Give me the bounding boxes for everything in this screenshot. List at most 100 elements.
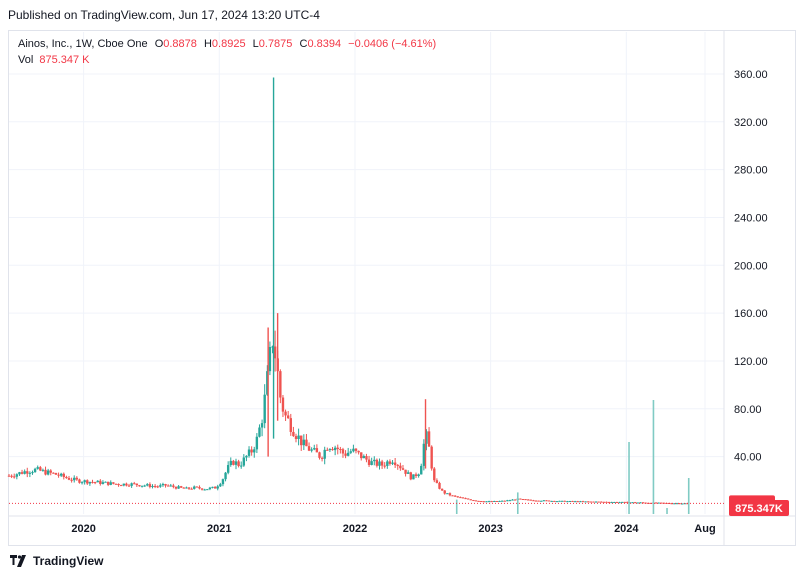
x-tick-label: Aug: [694, 523, 715, 535]
candle-body: [500, 500, 504, 502]
candle-body: [65, 476, 68, 479]
candle-body: [143, 485, 146, 487]
candle-body: [148, 484, 152, 488]
candle-body: [240, 465, 243, 467]
candle-body: [31, 472, 34, 474]
candle-body: [495, 500, 499, 502]
candle-body: [133, 483, 136, 485]
candle-body: [513, 499, 517, 501]
candle-body: [589, 501, 593, 503]
candle-body: [600, 501, 603, 503]
candle-body: [472, 500, 475, 502]
legend-close-key: C: [299, 38, 308, 50]
candle-body: [357, 450, 360, 453]
candle-body: [675, 503, 679, 505]
candle-body: [391, 462, 394, 464]
legend-ohlc-row: Ainos, Inc., 1W, Cboe One O0.8878 H0.892…: [18, 36, 436, 52]
candle-body: [547, 500, 551, 502]
y-tick-label: 40.00: [734, 452, 762, 464]
candle-body: [164, 484, 167, 486]
candle-body: [36, 467, 39, 469]
legend-open-key: O: [154, 38, 164, 50]
candle-body: [54, 473, 58, 475]
candle-body: [412, 474, 415, 480]
candle-body: [406, 472, 410, 474]
candle-body: [46, 470, 50, 475]
candle-body: [524, 499, 527, 501]
candle-body: [195, 486, 199, 488]
candle-body: [172, 485, 175, 487]
candle-body: [354, 448, 358, 451]
legend-low: 0.7875: [258, 38, 293, 50]
candle-body: [268, 346, 272, 372]
candle-body: [153, 485, 157, 487]
y-tick-label: 200.00: [734, 260, 768, 272]
candle-body: [292, 431, 295, 437]
candle-body: [639, 502, 642, 504]
candle-body: [367, 459, 371, 465]
candle-body: [613, 501, 616, 503]
legend-high: 0.8925: [211, 38, 246, 50]
candle-body: [250, 449, 253, 453]
candle-body: [446, 493, 449, 495]
candle-body: [553, 500, 556, 502]
candle-body: [555, 501, 559, 503]
candle-body: [52, 472, 55, 474]
candle-body: [33, 468, 37, 473]
y-tick-label: 80.00: [734, 404, 762, 416]
candle-body: [440, 488, 444, 491]
candle-body: [459, 497, 462, 499]
candle-body: [540, 500, 543, 502]
candle-body: [430, 446, 433, 469]
candle-body: [438, 482, 441, 489]
candle-body: [7, 475, 11, 477]
candle-body: [75, 477, 79, 480]
candle-body: [255, 436, 259, 450]
candle-body: [420, 465, 423, 475]
candle-body: [529, 499, 533, 501]
candle-body: [519, 498, 522, 500]
candle-body: [211, 486, 214, 488]
chart-frame[interactable]: [8, 30, 796, 546]
candle-body: [310, 449, 313, 451]
candle-body: [482, 501, 486, 503]
candle-body: [187, 487, 191, 489]
candle-body: [474, 500, 478, 502]
footer[interactable]: TradingView: [10, 552, 103, 570]
candle-body: [534, 500, 538, 502]
candle-body: [177, 486, 180, 489]
candle-body: [219, 484, 222, 487]
candle-body: [180, 486, 183, 488]
candle-body: [673, 503, 676, 505]
candle-body: [216, 486, 219, 489]
candle-body: [422, 443, 426, 466]
candle-body: [409, 472, 413, 480]
candle-body: [469, 499, 473, 501]
y-tick-label: 160.00: [734, 308, 768, 320]
candle-body: [568, 500, 572, 502]
candle-body: [49, 470, 52, 473]
candle-body: [138, 485, 141, 487]
candle-body: [451, 495, 454, 497]
candle-body: [101, 482, 105, 484]
top-bar: Published on TradingView.com, Jun 17, 20…: [0, 0, 804, 30]
candle-body: [117, 484, 120, 486]
legend-volume-row: Vol 875.347 K: [18, 52, 436, 68]
candle-body: [542, 500, 546, 502]
candle-body: [86, 480, 89, 484]
candle-body: [587, 501, 590, 503]
candle-body: [146, 484, 149, 486]
candle-body: [271, 346, 274, 348]
candle-body: [417, 474, 420, 477]
candle-body: [477, 500, 480, 502]
candle-body: [15, 474, 19, 477]
candle-body: [44, 469, 47, 475]
volume-bar: [666, 508, 668, 514]
candle-body: [112, 482, 115, 484]
candle-body: [433, 468, 436, 481]
candle-body: [581, 501, 585, 503]
candle-body: [602, 501, 606, 503]
candle-body: [399, 465, 402, 469]
candle-body: [266, 371, 269, 395]
